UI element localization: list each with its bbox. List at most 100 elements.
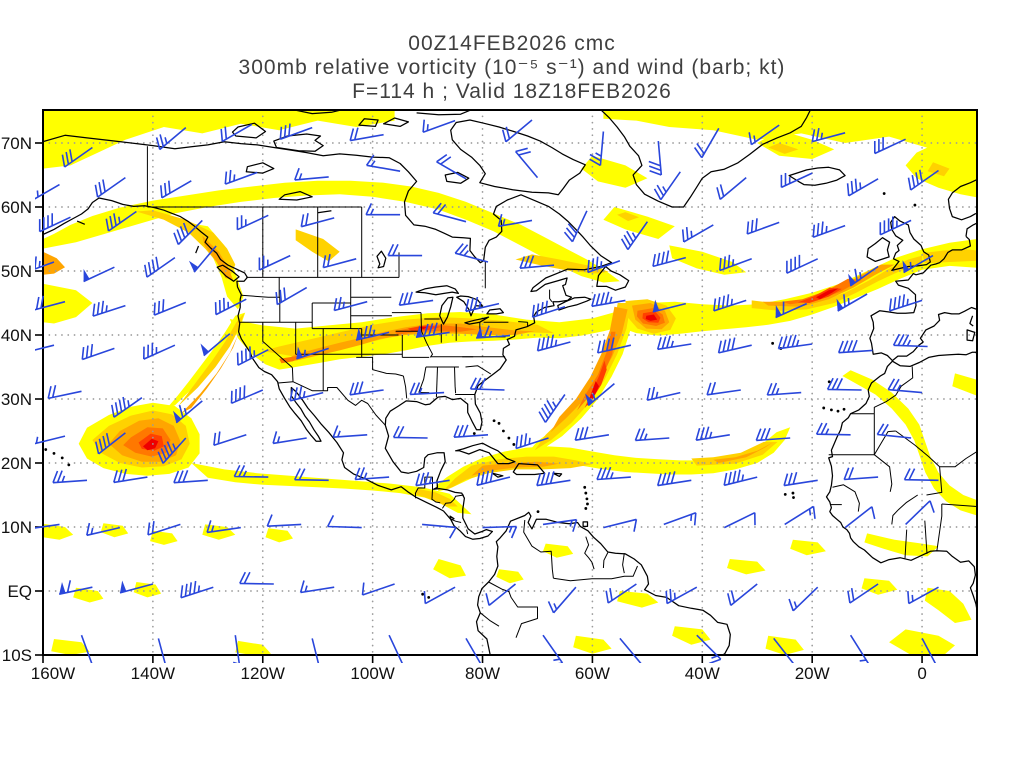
barb-shaft bbox=[105, 210, 137, 232]
wind-barb bbox=[596, 466, 631, 481]
wind-barb bbox=[587, 256, 621, 274]
political-border bbox=[402, 375, 408, 399]
political-border bbox=[431, 498, 441, 504]
vorticity-region bbox=[927, 162, 950, 177]
political-border bbox=[549, 289, 553, 302]
wind-barb bbox=[409, 382, 445, 396]
wind-barb bbox=[777, 334, 813, 350]
barb-shaft bbox=[175, 400, 203, 424]
wind-barb bbox=[485, 583, 517, 607]
lat-tick-label: 10N bbox=[1, 518, 32, 537]
barb-shaft bbox=[52, 470, 88, 484]
wind-barb bbox=[773, 637, 794, 663]
barb-shaft bbox=[921, 638, 937, 663]
coastline-path bbox=[892, 351, 977, 368]
barb-shaft bbox=[497, 213, 533, 228]
vorticity-region bbox=[577, 331, 616, 411]
barb-shaft bbox=[83, 266, 115, 283]
wind-barb bbox=[648, 141, 663, 176]
wind-barb bbox=[746, 218, 780, 235]
coastline-path bbox=[439, 296, 454, 325]
island-dot bbox=[584, 507, 588, 510]
wind-barb bbox=[206, 520, 241, 534]
island-dot bbox=[586, 502, 589, 506]
wind-barb bbox=[294, 167, 329, 181]
coastline-path bbox=[486, 308, 505, 315]
vorticity-region bbox=[43, 180, 620, 283]
political-border bbox=[873, 454, 893, 492]
barb-shaft bbox=[775, 301, 808, 319]
barb-shaft bbox=[476, 325, 511, 339]
barb-flag bbox=[652, 299, 660, 312]
barb-shaft bbox=[220, 123, 253, 143]
lat-tick-label: 20N bbox=[1, 454, 32, 473]
wind-barb bbox=[713, 294, 747, 312]
vorticity-region bbox=[177, 313, 245, 407]
island-dot bbox=[836, 409, 840, 413]
island-dot bbox=[792, 496, 795, 499]
political-border bbox=[926, 466, 943, 496]
vorticity-region bbox=[496, 569, 524, 584]
island-dot bbox=[771, 341, 775, 345]
vorticity-region bbox=[889, 629, 955, 655]
coastline-path bbox=[43, 134, 613, 540]
barb-shaft bbox=[656, 335, 692, 351]
vorticity-region bbox=[150, 530, 178, 545]
wind-barb bbox=[755, 427, 791, 442]
barb-shaft bbox=[788, 586, 819, 612]
wind-barb bbox=[173, 400, 203, 424]
wind-barb bbox=[652, 250, 687, 268]
barb-shaft bbox=[230, 385, 264, 405]
wind-barb bbox=[514, 147, 539, 179]
island-dot bbox=[830, 408, 833, 412]
barb-shaft bbox=[465, 637, 482, 663]
wind-barb bbox=[652, 299, 686, 313]
vorticity-region bbox=[188, 223, 244, 310]
political-border bbox=[466, 529, 469, 535]
wind-barb bbox=[902, 254, 934, 274]
political-border bbox=[891, 494, 918, 525]
political-border bbox=[584, 536, 595, 570]
island-dot bbox=[913, 203, 917, 207]
wind-barb bbox=[236, 214, 269, 231]
coastline-path bbox=[376, 250, 387, 269]
barb-shaft bbox=[35, 183, 60, 200]
vorticity-region bbox=[100, 523, 129, 538]
barb-shaft bbox=[723, 469, 758, 487]
barb-shaft bbox=[826, 377, 862, 391]
wind-barb bbox=[696, 634, 722, 663]
wind-barb bbox=[92, 300, 126, 317]
island-dot bbox=[536, 510, 540, 514]
island-dot bbox=[842, 407, 846, 411]
wind-barb bbox=[563, 210, 588, 243]
barb-shaft bbox=[812, 221, 846, 238]
barb-shaft bbox=[846, 178, 879, 197]
barb-shaft bbox=[563, 210, 588, 243]
barb-shaft bbox=[663, 512, 697, 526]
barb-shaft bbox=[275, 286, 308, 306]
barb-flag bbox=[83, 269, 90, 282]
island-dot bbox=[502, 429, 505, 433]
wind-barb bbox=[663, 512, 697, 526]
barb-shaft bbox=[365, 203, 401, 216]
vorticity-region bbox=[645, 314, 658, 321]
barb-shaft bbox=[681, 224, 714, 243]
barb-shaft bbox=[634, 428, 670, 442]
barb-shaft bbox=[837, 293, 868, 312]
wind-barb bbox=[157, 437, 187, 464]
wind-barb bbox=[422, 523, 457, 539]
wind-barb bbox=[693, 127, 720, 159]
wind-barb bbox=[465, 637, 482, 663]
vorticity-region bbox=[515, 254, 609, 274]
barb-shaft bbox=[354, 467, 390, 481]
wind-barb bbox=[695, 426, 730, 441]
vorticity-region bbox=[790, 539, 826, 556]
barb-shaft bbox=[465, 296, 500, 313]
barb-shaft bbox=[239, 571, 274, 585]
coastline-path bbox=[557, 296, 592, 311]
barb-shaft bbox=[35, 432, 66, 445]
barb-shaft bbox=[542, 518, 578, 532]
coastline-path bbox=[449, 515, 455, 521]
vorticity-region bbox=[133, 582, 162, 598]
